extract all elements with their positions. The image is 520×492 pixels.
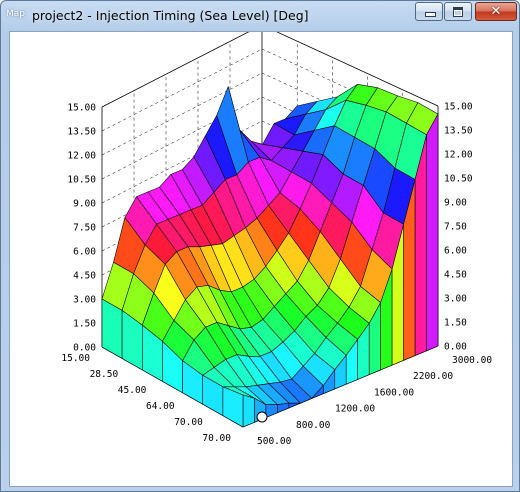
- rpm-tick-label: 1600.00: [374, 387, 414, 398]
- z-tick-label-right: 10.50: [444, 174, 473, 185]
- z-tick-label-left: 4.50: [73, 271, 96, 282]
- z-tick-label-left: 9.00: [73, 199, 96, 210]
- z-tick-label-left: 0.00: [73, 343, 96, 354]
- z-tick-label-right: 3.00: [444, 294, 467, 305]
- z-tick-label-left: 1.50: [73, 319, 96, 330]
- load-tick-label: 45.00: [118, 385, 147, 396]
- maximize-icon: [453, 7, 463, 17]
- z-tick-label-left: 6.00: [73, 247, 96, 258]
- z-tick-label-left: 10.50: [67, 175, 96, 186]
- left-wall-top: [101, 24, 263, 108]
- z-tick-label-right: 7.50: [444, 222, 467, 233]
- close-icon: ✕: [490, 4, 502, 19]
- z-tick-label-right: 13.50: [444, 126, 473, 137]
- z-tick-label-right: 6.00: [444, 246, 467, 257]
- z-tick-label-left: 13.50: [67, 127, 96, 138]
- load-tick-label: 70.00: [202, 433, 231, 444]
- load-tick-label: 15.00: [61, 353, 90, 364]
- z-tick-label-left: 15.00: [67, 103, 96, 114]
- z-tick-label-left: 3.00: [73, 295, 96, 306]
- rpm-tick-label: 800.00: [296, 420, 331, 431]
- z-tick-label-right: 12.00: [444, 150, 473, 161]
- map-app-icon: Map: [6, 9, 25, 19]
- left-wall-gridline: [101, 48, 263, 132]
- surface-skirt-cell: [426, 113, 439, 352]
- load-tick-label: 64.00: [146, 401, 175, 412]
- z-tick-label-right: 0.00: [444, 342, 467, 353]
- maximize-button[interactable]: [444, 2, 472, 21]
- rpm-tick-label: 3000.00: [452, 355, 492, 366]
- title-bar[interactable]: Map project2 - Injection Timing (Sea Lev…: [1, 1, 519, 31]
- cursor-marker[interactable]: [256, 411, 268, 423]
- surface-skirt-cell: [242, 394, 255, 428]
- minimize-icon: [425, 12, 436, 17]
- surface-skirt-cell: [222, 386, 244, 428]
- z-tick-label-right: 4.50: [444, 270, 467, 281]
- load-tick-label: 70.00: [174, 417, 203, 428]
- surface-skirt-cell: [277, 402, 290, 414]
- rpm-tick-label: 500.00: [257, 436, 292, 447]
- z-tick-label-left: 7.50: [73, 223, 96, 234]
- minimize-button[interactable]: [415, 2, 443, 21]
- z-tick-label-right: 15.00: [444, 102, 473, 113]
- close-button[interactable]: ✕: [475, 2, 517, 21]
- window-title: project2 - Injection Timing (Sea Level) …: [32, 8, 309, 23]
- surface-skirt-cell: [265, 404, 278, 418]
- z-tick-label-left: 12.00: [67, 151, 96, 162]
- chart-area[interactable]: 0.00 0.00 1.50 1.50 3.00 3.00 4.50 4.50 6.00 6.00…: [9, 24, 513, 487]
- z-tick-label-right: 1.50: [444, 318, 467, 329]
- load-tick-label: 28.50: [90, 369, 119, 380]
- surface-skirt-cell: [288, 402, 301, 409]
- rpm-tick-label: 1200.00: [335, 404, 375, 415]
- right-wall-top: [261, 24, 439, 107]
- axis-labels: 0.00 0.00 1.50 1.50 3.00 3.00 4.50 4.50 6.00 6.00…: [61, 102, 492, 448]
- z-tick-label-right: 9.00: [444, 198, 467, 209]
- surface-mesh: [101, 84, 439, 428]
- surface-chart[interactable]: 0.00 0.00 1.50 1.50 3.00 3.00 4.50 4.50 6.00 6.00…: [10, 24, 512, 486]
- rpm-tick-label: 2200.00: [413, 371, 453, 382]
